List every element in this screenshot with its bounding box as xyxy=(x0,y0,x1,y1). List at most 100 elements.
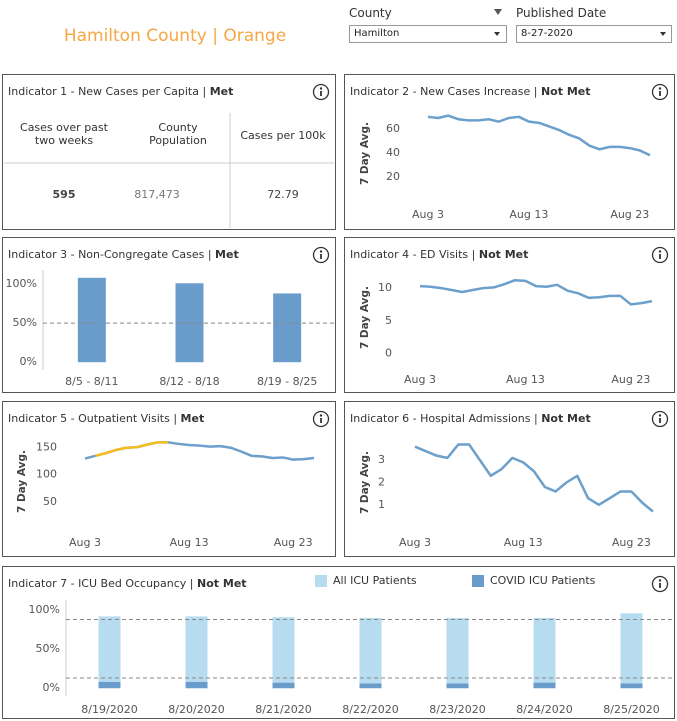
x-tick-label: 8/20/2020 xyxy=(168,703,224,716)
panel-title-text: Indicator 3 - Non-Congregate Cases | xyxy=(8,248,212,261)
y-tick-label: 20 xyxy=(386,170,400,183)
panel-status: Met xyxy=(209,85,234,98)
bar xyxy=(77,277,106,363)
panel-title: Indicator 2 - New Cases Increase | Not M… xyxy=(350,85,591,98)
bar xyxy=(446,617,469,689)
x-tick-label: 8/12 - 8/18 xyxy=(159,375,219,388)
info-icon-dot xyxy=(319,250,323,253)
bar xyxy=(620,613,643,689)
table-header: Cases per 100k xyxy=(240,129,326,142)
info-icon-dot xyxy=(319,414,323,417)
y-tick-label: 50% xyxy=(13,316,37,329)
x-tick-label: Aug 3 xyxy=(412,208,444,221)
panel-title-text: Indicator 7 - ICU Bed Occupancy | xyxy=(8,577,194,590)
y-tick-label: 5 xyxy=(385,314,392,327)
dropdown-value: 8-27-2020 xyxy=(521,28,573,39)
bar xyxy=(272,617,295,689)
y-tick-label: 2 xyxy=(378,476,385,489)
dashboard-title: Hamilton County | Orange xyxy=(63,26,287,46)
filter-label: Published Date xyxy=(516,6,607,20)
panel xyxy=(2,566,675,719)
panel xyxy=(2,401,336,557)
x-tick-label: Aug 23 xyxy=(274,536,313,549)
bar xyxy=(185,616,208,689)
panel-status: Not Met xyxy=(540,85,591,98)
panel-title: Indicator 5 - Outpatient Visits | Met xyxy=(8,412,204,425)
y-tick-label: 3 xyxy=(378,453,385,466)
y-tick-label: 100 xyxy=(36,468,57,481)
legend-swatch xyxy=(472,575,484,587)
y-tick-label: 0% xyxy=(20,355,37,368)
line xyxy=(427,114,651,157)
panel-title-text: Indicator 2 - New Cases Increase | xyxy=(350,85,538,98)
table-cell: 817,473 xyxy=(134,188,180,201)
bar xyxy=(446,683,469,689)
y-tick-label: 100% xyxy=(6,277,37,290)
panel xyxy=(2,237,336,393)
panel-status: Not Met xyxy=(197,577,247,590)
panel-title: Indicator 4 - ED Visits | Not Met xyxy=(350,248,528,261)
x-tick-label: Aug 13 xyxy=(170,536,209,549)
x-tick-label: Aug 13 xyxy=(509,208,548,221)
table-cell: 72.79 xyxy=(267,188,299,201)
x-tick-label: Aug 13 xyxy=(504,536,543,549)
dropdown[interactable]: Hamilton xyxy=(349,25,507,43)
panel xyxy=(344,237,675,393)
info-icon-dot xyxy=(658,414,662,417)
y-axis-label: 7 Day Avg. xyxy=(359,451,371,514)
y-tick-label: 0% xyxy=(43,681,60,694)
bar xyxy=(98,681,121,689)
panel-status: Not Met xyxy=(478,248,529,261)
filter-icon xyxy=(494,9,502,15)
x-tick-label: Aug 23 xyxy=(611,373,650,386)
info-icon xyxy=(312,410,330,428)
panel-title-text: Indicator 5 - Outpatient Visits | xyxy=(8,412,178,425)
dropdown[interactable]: 8-27-2020 xyxy=(516,25,672,43)
x-tick-label: 8/21/2020 xyxy=(255,703,311,716)
panel-title-text: Indicator 1 - New Cases per Capita | xyxy=(8,85,207,98)
legend-label: COVID ICU Patients xyxy=(490,574,596,587)
x-tick-label: 8/25/2020 xyxy=(603,703,659,716)
x-tick-label: 8/5 - 8/11 xyxy=(65,375,118,388)
bar xyxy=(185,681,208,689)
dropdown-arrow xyxy=(494,32,500,36)
x-tick-label: Aug 3 xyxy=(69,536,101,549)
x-tick-label: Aug 23 xyxy=(610,208,649,221)
y-tick-label: 0 xyxy=(385,346,392,359)
panel-title-text: Indicator 4 - ED Visits | xyxy=(350,248,476,261)
filter-label: County xyxy=(349,6,392,20)
info-icon xyxy=(651,575,669,593)
info-icon xyxy=(651,83,669,101)
info-icon-dot xyxy=(658,250,662,253)
table-header: Cases over past two weeks xyxy=(20,121,108,147)
panel-title-text: Indicator 6 - Hospital Admissions | xyxy=(350,412,538,425)
bar xyxy=(98,616,121,689)
y-tick-label: 150 xyxy=(36,441,57,454)
x-tick-label: 8/22/2020 xyxy=(342,703,398,716)
y-tick-label: 50 xyxy=(43,495,57,508)
panel-status: Not Met xyxy=(541,412,591,425)
line xyxy=(419,278,653,306)
panel xyxy=(2,74,336,230)
bar xyxy=(272,682,295,689)
x-tick-label: Aug 23 xyxy=(612,536,651,549)
y-tick-label: 60 xyxy=(386,122,400,135)
panel xyxy=(344,401,675,557)
legend-label: All ICU Patients xyxy=(333,574,417,587)
bar xyxy=(359,617,382,689)
y-tick-label: 40 xyxy=(386,146,400,159)
panel-title: Indicator 1 - New Cases per Capita | Met xyxy=(8,85,233,98)
panel-title: Indicator 7 - ICU Bed Occupancy | Not Me… xyxy=(8,577,247,590)
x-tick-label: Aug 3 xyxy=(399,536,431,549)
panel-title: Indicator 3 - Non-Congregate Cases | Met xyxy=(8,248,239,261)
y-axis-label: 7 Day Avg. xyxy=(359,286,371,349)
line xyxy=(414,443,654,513)
x-tick-label: 8/24/2020 xyxy=(516,703,572,716)
x-tick-label: Aug 3 xyxy=(404,373,436,386)
x-tick-label: 8/19/2020 xyxy=(81,703,137,716)
info-icon-dot xyxy=(319,87,323,90)
dropdown-arrow xyxy=(660,32,666,36)
bar xyxy=(273,293,302,363)
panel xyxy=(344,74,675,230)
